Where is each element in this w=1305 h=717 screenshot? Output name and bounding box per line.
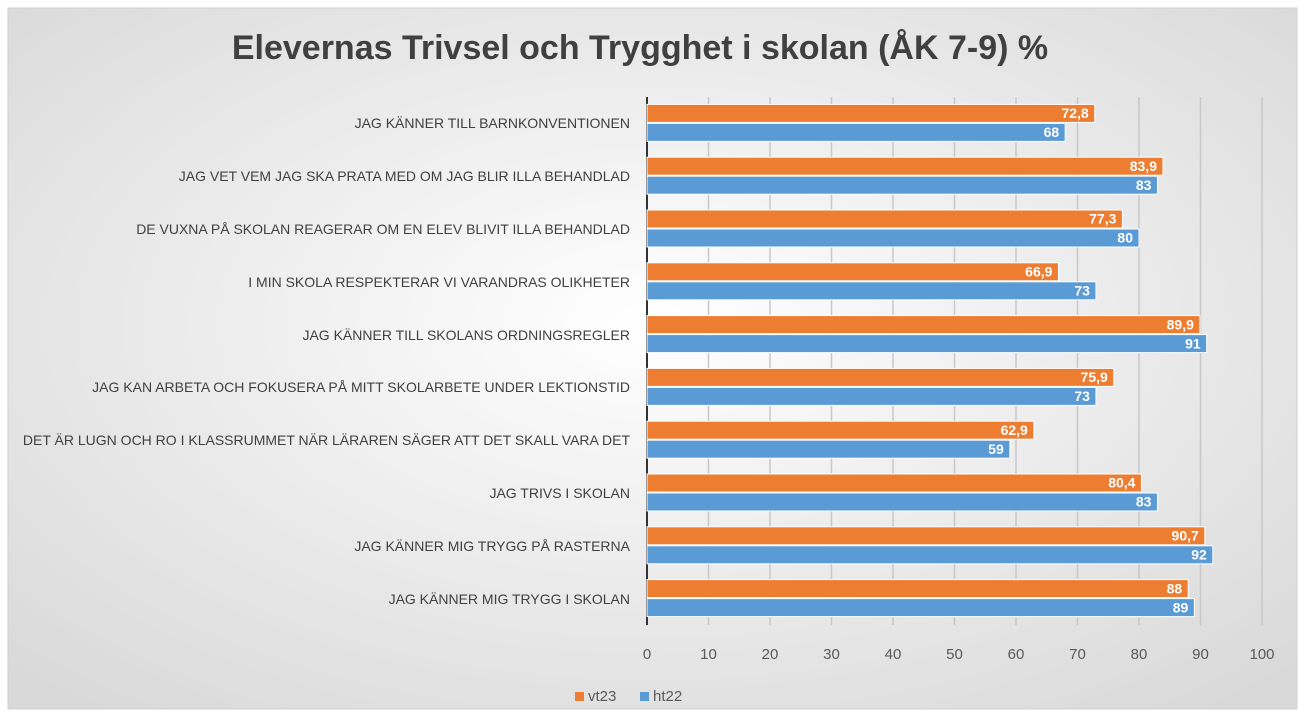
data-label: 89	[1173, 599, 1189, 615]
bar	[646, 545, 1214, 565]
bar	[646, 579, 1189, 599]
bar	[646, 156, 1164, 176]
data-label: 59	[988, 441, 1004, 457]
bar	[646, 334, 1208, 354]
data-label: 73	[1074, 388, 1090, 404]
legend-swatch	[575, 692, 584, 701]
data-label: 80,4	[1108, 475, 1135, 491]
y-tick-label: JAG TRIVS I SKOLAN	[489, 485, 630, 501]
y-tick-label: JAG VET VEM JAG SKA PRATA MED OM JAG BLI…	[178, 168, 630, 185]
legend-swatch	[640, 692, 649, 701]
data-label: 92	[1191, 547, 1207, 563]
data-label: 62,9	[1001, 422, 1028, 438]
bar	[646, 386, 1097, 406]
bar	[646, 122, 1066, 142]
data-label: 83	[1136, 177, 1152, 193]
x-tick-label: 20	[762, 646, 779, 663]
data-label: 88	[1167, 580, 1183, 596]
data-label: 83,9	[1130, 158, 1157, 174]
x-tick-label: 50	[946, 646, 963, 663]
data-label: 73	[1074, 283, 1090, 299]
bar	[646, 367, 1115, 387]
data-label: 77,3	[1089, 211, 1116, 227]
data-label: 91	[1185, 335, 1201, 351]
bar	[646, 315, 1201, 335]
bar	[646, 439, 1011, 459]
x-tick-label: 60	[1008, 646, 1025, 663]
y-tick-label: DE VUXNA PÅ SKOLAN REAGERAR OM EN ELEV B…	[136, 221, 630, 237]
y-tick-label: JAG KÄNNER MIG TRYGG I SKOLAN	[388, 590, 630, 607]
x-tick-label: 40	[885, 646, 902, 663]
y-tick-label: JAG KÄNNER MIG TRYGG PÅ RASTERNA	[354, 537, 630, 554]
legend-label: vt23	[588, 688, 616, 705]
x-tick-label: 100	[1249, 646, 1274, 663]
bar	[646, 526, 1206, 546]
data-label: 80	[1117, 230, 1133, 246]
x-tick-label: 90	[1192, 646, 1209, 663]
data-label: 72,8	[1061, 105, 1088, 121]
y-tick-label: I MIN SKOLA RESPEKTERAR VI VARANDRAS OLI…	[248, 273, 630, 290]
bar	[646, 175, 1158, 195]
bar	[646, 492, 1158, 512]
y-tick-label: DET ÄR LUGN OCH RO I KLASSRUMMET NÄR LÄR…	[22, 432, 630, 449]
x-tick-label: 70	[1069, 646, 1086, 663]
bar	[646, 281, 1097, 301]
bar	[646, 420, 1035, 440]
y-tick-label: JAG KAN ARBETA OCH FOKUSERA PÅ MITT SKOL…	[92, 379, 630, 396]
bar	[646, 103, 1096, 123]
bar	[646, 473, 1142, 493]
bar	[646, 209, 1123, 229]
data-label: 90,7	[1172, 528, 1199, 544]
y-tick-label: JAG KÄNNER TILL SKOLANS ORDNINGSREGLER	[302, 326, 630, 343]
data-label: 75,9	[1081, 369, 1108, 385]
legend-label: ht22	[653, 688, 682, 705]
bar	[646, 262, 1059, 282]
data-label: 66,9	[1025, 264, 1052, 280]
x-tick-label: 10	[700, 646, 717, 663]
data-label: 68	[1044, 124, 1060, 140]
x-tick-label: 30	[823, 646, 840, 663]
x-tick-label: 80	[1131, 646, 1148, 663]
data-label: 83	[1136, 494, 1152, 510]
bar	[646, 598, 1195, 618]
data-label: 89,9	[1167, 316, 1194, 332]
x-tick-label: 0	[643, 646, 651, 663]
chart-title: Elevernas Trivsel och Trygghet i skolan …	[232, 29, 1048, 67]
bar	[646, 228, 1140, 248]
y-tick-label: JAG KÄNNER TILL BARNKONVENTIONEN	[354, 115, 630, 132]
